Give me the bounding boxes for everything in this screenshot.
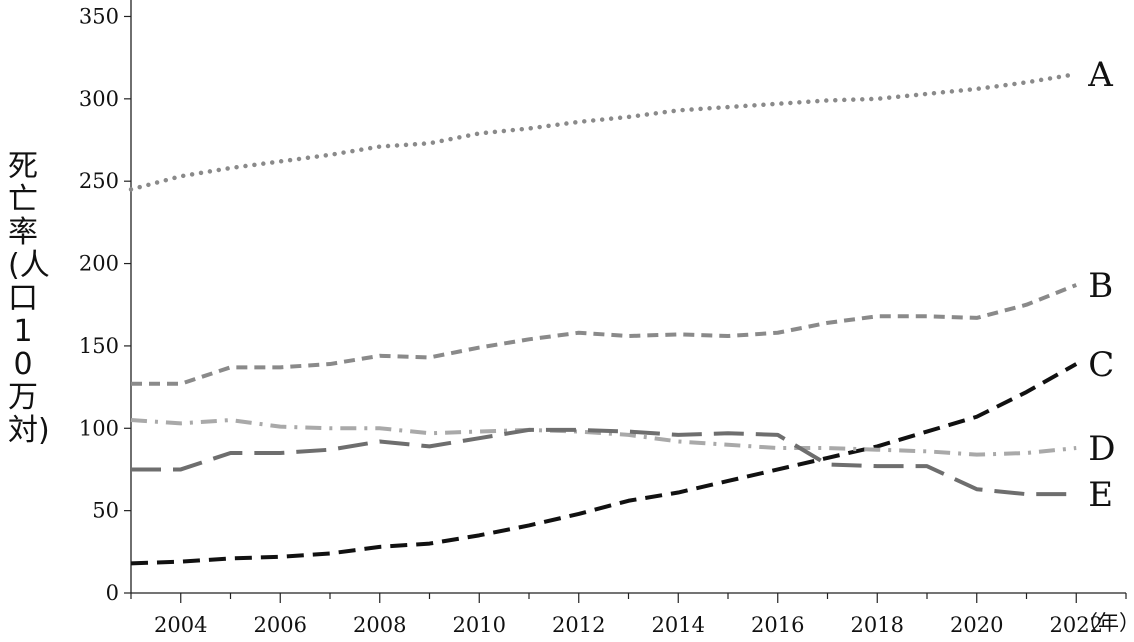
- series-labels: A BC DE: [1087, 55, 1115, 515]
- x-tick-label: 2014: [652, 613, 705, 637]
- y-tick-label: 300: [79, 87, 119, 111]
- x-tick-label: 2010: [453, 613, 506, 637]
- y-tick-label: 250: [79, 169, 119, 193]
- series-line-c: [130, 362, 1078, 566]
- series-line-b: [131, 283, 1077, 386]
- series-label-d: D: [1088, 429, 1115, 469]
- x-tick-label: 2012: [552, 613, 605, 637]
- x-axis-unit: （年）: [1077, 611, 1134, 635]
- series-label-a: A: [1087, 55, 1113, 95]
- series-line-e: [131, 427, 1077, 497]
- y-tick-label: 150: [79, 334, 119, 358]
- y-tick-label: 200: [79, 252, 119, 276]
- y-tick-label: 50: [92, 499, 119, 523]
- y-tick-label: 0: [106, 581, 119, 605]
- x-tick-label: 2008: [353, 613, 406, 637]
- series-line-d: [130, 418, 1077, 457]
- x-tick-label: 2004: [154, 613, 207, 637]
- series-label-e: E: [1088, 475, 1113, 515]
- x-tick-label: 2022: [1050, 613, 1103, 637]
- y-tick-label: 100: [79, 416, 119, 440]
- series-label-c: C: [1088, 345, 1114, 385]
- y-tick-label: 350: [79, 4, 119, 28]
- x-tick-label: 2020: [950, 613, 1003, 637]
- x-tick-label: 2006: [254, 613, 307, 637]
- x-tick-label: 2016: [751, 613, 804, 637]
- x-tick-label: 2018: [851, 613, 904, 637]
- axes: 0 50 100 150 200 250 300 350 2004 2006 2008 2010 201…: [79, 0, 1134, 637]
- series-label-b: B: [1088, 266, 1113, 306]
- series-line-a: [128, 71, 1079, 192]
- series-layer: [128, 71, 1079, 566]
